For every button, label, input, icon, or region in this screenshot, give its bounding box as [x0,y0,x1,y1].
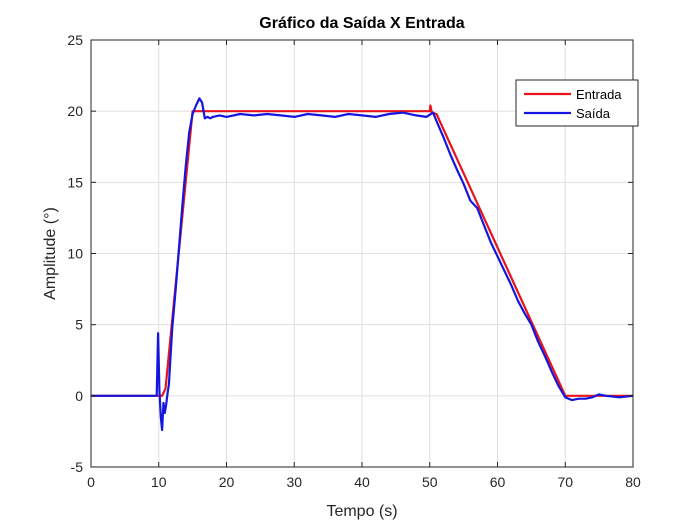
legend: Entrada Saída [515,79,639,127]
y-tick-label: 25 [67,32,83,48]
x-tick-label: 70 [557,474,573,490]
series-line-entrada [91,104,633,397]
x-tick-label: 10 [151,474,167,490]
x-tick-label: 0 [87,474,95,490]
y-tick-label: 5 [75,317,83,333]
x-tick-label: 20 [219,474,235,490]
x-axis-label: Tempo (s) [326,503,397,520]
series-line-saída [91,97,634,432]
x-tick-label: 40 [354,474,370,490]
chart-title: Gráfico da Saída X Entrada [259,15,465,32]
x-tick-label: 30 [286,474,302,490]
legend-box [515,79,639,127]
x-tick-label: 80 [625,474,641,490]
y-tick-label: -5 [71,459,84,475]
legend-label: Saída [576,106,611,121]
x-tick-label: 60 [490,474,506,490]
x-tick-label: 50 [422,474,438,490]
series-layer [91,97,634,432]
y-tick-label: 10 [67,246,83,262]
legend-label: Entrada [576,87,622,102]
y-tick-label: 15 [67,174,83,190]
y-axis-label: Amplitude (°) [42,207,59,300]
y-tick-label: 0 [75,388,83,404]
y-tick-label: 20 [67,103,83,119]
